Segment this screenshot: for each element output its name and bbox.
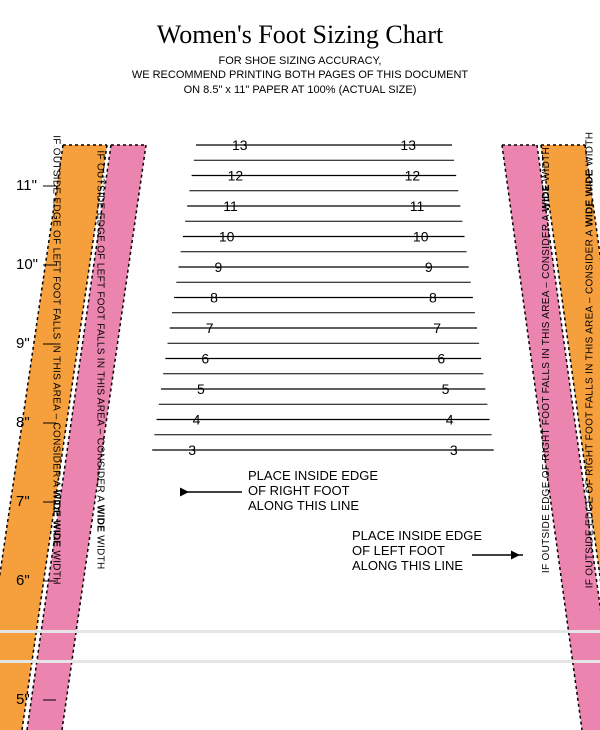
svg-text:13: 13 (232, 137, 248, 153)
svg-text:9: 9 (425, 259, 433, 275)
svg-text:8": 8" (16, 414, 30, 431)
svg-text:9": 9" (16, 335, 30, 352)
svg-text:10: 10 (413, 229, 429, 245)
svg-text:10: 10 (219, 229, 235, 245)
svg-text:IF OUTSIDE EDGE OF RIGHT FOOT: IF OUTSIDE EDGE OF RIGHT FOOT FALLS IN T… (584, 132, 595, 589)
svg-text:3: 3 (188, 442, 196, 458)
svg-text:13: 13 (400, 137, 416, 153)
svg-text:6: 6 (201, 351, 209, 367)
svg-text:12: 12 (405, 168, 421, 184)
svg-text:8: 8 (210, 290, 218, 306)
svg-text:7": 7" (16, 493, 30, 510)
svg-text:IF OUTSIDE EDGE OF RIGHT FOOT: IF OUTSIDE EDGE OF RIGHT FOOT FALLS IN T… (541, 147, 552, 573)
svg-text:6: 6 (437, 351, 445, 367)
svg-text:OF RIGHT FOOT: OF RIGHT FOOT (248, 483, 350, 498)
svg-text:IF OUTSIDE EDGE OF LEFT FOOT F: IF OUTSIDE EDGE OF LEFT FOOT FALLS IN TH… (95, 150, 106, 569)
svg-text:PLACE INSIDE EDGE: PLACE INSIDE EDGE (352, 528, 482, 543)
svg-text:4: 4 (193, 412, 201, 428)
svg-text:7: 7 (206, 320, 214, 336)
svg-text:11": 11" (16, 177, 37, 194)
page-break-line (0, 660, 600, 663)
svg-text:OF LEFT FOOT: OF LEFT FOOT (352, 543, 445, 558)
sizing-diagram: IF OUTSIDE EDGE OF LEFT FOOT FALLS IN TH… (0, 0, 600, 730)
svg-text:12: 12 (228, 168, 244, 184)
svg-text:ALONG THIS LINE: ALONG THIS LINE (352, 558, 463, 573)
svg-text:6": 6" (16, 572, 30, 589)
svg-text:IF OUTSIDE EDGE OF LEFT FOOT F: IF OUTSIDE EDGE OF LEFT FOOT FALLS IN TH… (51, 135, 62, 585)
svg-text:11: 11 (223, 198, 238, 214)
svg-text:9: 9 (214, 259, 222, 275)
svg-text:8: 8 (429, 290, 437, 306)
svg-text:10": 10" (16, 256, 38, 273)
svg-text:7: 7 (433, 320, 441, 336)
svg-text:3: 3 (450, 442, 458, 458)
svg-text:5: 5 (197, 381, 205, 397)
svg-text:4: 4 (446, 412, 454, 428)
page-break-line (0, 630, 600, 633)
svg-text:5: 5 (442, 381, 450, 397)
svg-text:ALONG THIS LINE: ALONG THIS LINE (248, 498, 359, 513)
svg-text:5": 5" (16, 691, 30, 708)
svg-text:PLACE INSIDE EDGE: PLACE INSIDE EDGE (248, 468, 378, 483)
svg-text:11: 11 (410, 198, 425, 214)
